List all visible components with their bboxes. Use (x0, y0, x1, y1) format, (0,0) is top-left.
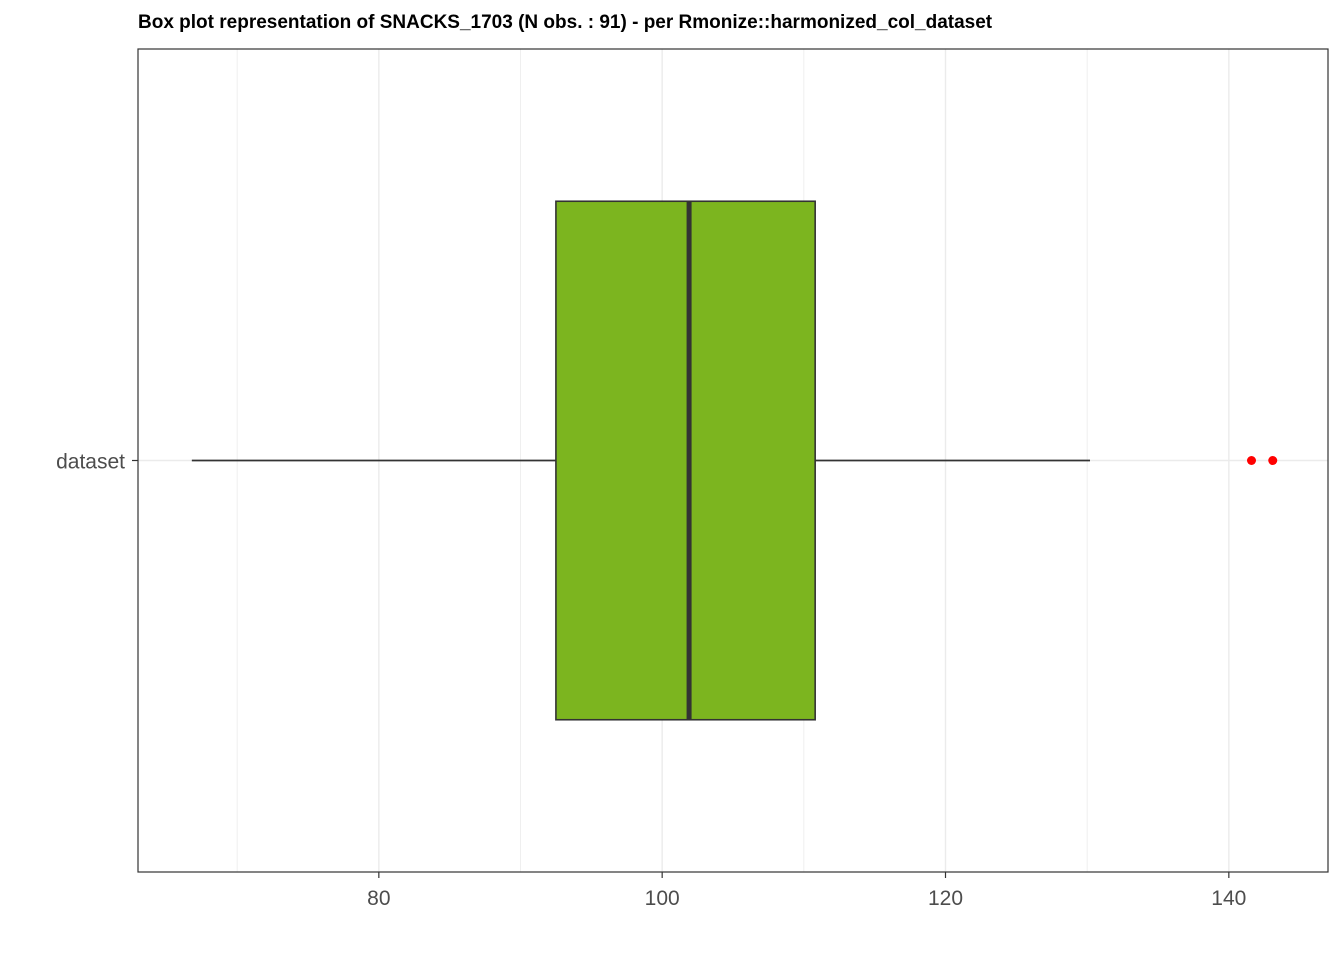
x-tick-label: 100 (645, 887, 680, 910)
x-axis: 80 100 120 140 (367, 872, 1246, 910)
x-tick-label: 80 (367, 887, 390, 910)
x-tick-label: 120 (928, 887, 963, 910)
y-axis: dataset (56, 451, 138, 474)
box-layer (191, 200, 1278, 721)
y-tick-label: dataset (56, 451, 125, 474)
outlier-point (1247, 456, 1256, 465)
x-tick-label: 140 (1211, 887, 1246, 910)
box-iqr (555, 200, 816, 721)
outlier-point (1268, 456, 1278, 465)
chart-title: Box plot representation of SNACKS_1703 (… (138, 12, 993, 33)
